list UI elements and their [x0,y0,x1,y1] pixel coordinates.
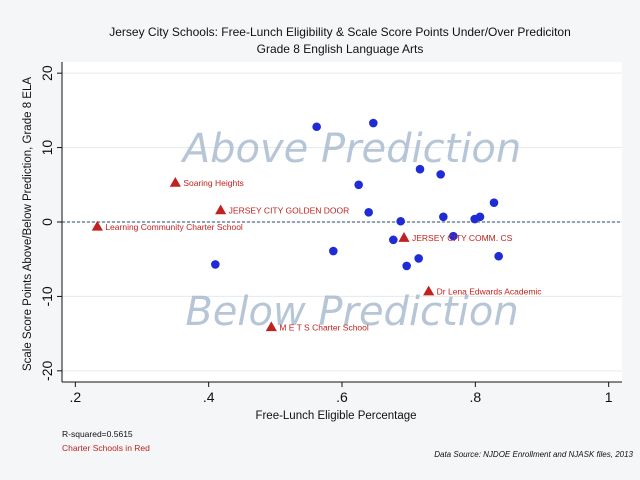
school-point-3 [354,180,363,190]
r-squared-note: R-squared=0.5615 [62,429,133,439]
school-point-16 [489,198,499,207]
charter-label-4: JERSEY CITY COMM. CS [412,233,513,243]
charter-legend-note: Charter Schools in Red [62,443,150,453]
charter-point-0 [91,220,103,231]
charter-point-3 [265,321,277,332]
chart-title: Jersey City Schools: Free-Lunch Eligibil… [109,25,571,39]
charter-point-4 [398,232,410,242]
y-axis-label: Scale Score Points Above/Below Predictio… [22,77,34,371]
school-point-6 [389,235,398,245]
school-point-17 [494,251,503,261]
charter-point-1 [169,176,181,187]
axes: .2 .4 .6 .8 1 -20 -10 0 10 20 [39,62,622,405]
charter-point-2 [215,204,227,215]
charter-point-5 [423,285,435,296]
school-point-9 [414,254,423,263]
x-tick-label-3: .8 [469,389,481,405]
school-point-4 [364,208,373,217]
school-point-0 [211,260,220,269]
school-point-11 [436,170,445,179]
charter-label-1: Soaring Heights [183,178,243,188]
charter-label-5: Dr Lena Edwards Academic [437,287,543,297]
school-point-13 [449,231,458,241]
x-axis-label: Free-Lunch Eligible Percentage [255,410,416,422]
charter-label-3: M E T S Charter School [279,322,369,332]
x-tick-label-1: .4 [203,389,215,405]
school-point-10 [415,164,425,174]
y-tick-label-0: -20 [39,361,55,381]
school-point-1 [312,122,321,132]
x-tick-label-2: .6 [336,389,348,405]
y-tick-label-1: -10 [39,286,55,306]
data-source-note: Data Source: NJDOE Enrollment and NJASK … [434,450,633,459]
above-prediction-label: Above Prediction [180,126,522,172]
below-prediction-label: Below Prediction [185,289,518,335]
school-point-5 [369,118,378,128]
x-tick-label-4: 1 [605,389,613,405]
y-tick-label-4: 20 [39,65,55,81]
data-points: Learning Community Charter School Soaring… [91,118,543,332]
school-point-8 [402,261,411,271]
y-tick-label-3: 10 [39,140,55,156]
y-tick-label-2: 0 [39,218,55,226]
charter-label-2: JERSEY CITY GOLDEN DOOR [229,206,350,216]
school-point-15 [475,212,485,222]
school-point-7 [396,216,405,226]
chart-subtitle: Grade 8 English Language Arts [257,42,424,56]
charter-label-0: Learning Community Charter School [105,222,243,232]
x-tick-label-0: .2 [69,389,81,405]
school-point-2 [329,246,338,256]
school-point-12 [439,212,448,222]
